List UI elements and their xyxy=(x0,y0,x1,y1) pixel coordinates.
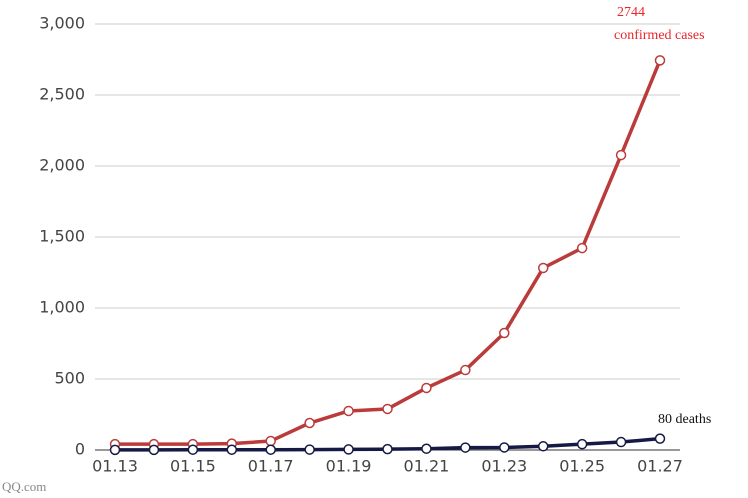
point xyxy=(421,382,432,394)
x-tick-label: 01.25 xyxy=(559,457,605,476)
point xyxy=(265,435,276,447)
x-tick-label: 01.15 xyxy=(170,457,216,476)
point xyxy=(460,364,471,376)
point xyxy=(615,149,627,161)
point xyxy=(343,444,354,455)
y-tick-label: 0 xyxy=(75,440,85,459)
point xyxy=(109,444,121,456)
annotation: confirmed cases xyxy=(614,28,705,43)
point xyxy=(654,55,666,66)
annotation: 80 deaths xyxy=(658,412,711,427)
point xyxy=(304,444,315,455)
x-tick-label: 01.13 xyxy=(92,457,138,476)
y-tick-label: 1,500 xyxy=(39,227,85,246)
x-tick-label: 01.23 xyxy=(481,457,527,476)
point xyxy=(148,444,160,456)
y-tick-label: 1,000 xyxy=(39,298,85,317)
point xyxy=(654,433,666,444)
point xyxy=(499,442,510,453)
source: QQ.com xyxy=(2,479,46,494)
point xyxy=(382,403,393,415)
point xyxy=(265,444,276,455)
x-tick-label: 01.19 xyxy=(326,457,372,476)
point xyxy=(499,327,510,339)
x-tick-label: 01.21 xyxy=(404,457,450,476)
y-tick-label: 500 xyxy=(54,369,85,388)
x-tick-label: 01.17 xyxy=(248,457,294,476)
point xyxy=(576,242,588,254)
y-tick-label: 2,000 xyxy=(39,156,85,175)
point xyxy=(343,405,354,417)
point xyxy=(382,443,393,455)
point xyxy=(187,444,199,455)
point xyxy=(537,262,549,274)
point xyxy=(226,444,238,455)
annotation: 2744 xyxy=(617,5,645,20)
point xyxy=(615,436,627,448)
x-tick-label: 01.27 xyxy=(637,457,683,476)
point xyxy=(460,442,471,453)
point xyxy=(537,441,549,452)
point xyxy=(576,438,588,450)
point xyxy=(304,417,315,429)
y-tick-label: 3,000 xyxy=(39,14,85,33)
point xyxy=(421,443,432,454)
y-tick-label: 2,500 xyxy=(39,85,85,104)
series-line xyxy=(115,59,662,446)
